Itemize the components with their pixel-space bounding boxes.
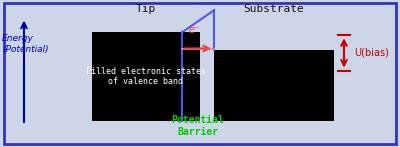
Text: Energy
(Potential): Energy (Potential) [2,34,49,54]
Bar [92,32,200,121]
Text: U(bias): U(bias) [354,48,389,58]
Text: Potential
Barrier: Potential Barrier [172,115,224,137]
Text: Filled electronic states
of valence band: Filled electronic states of valence band [86,67,206,86]
Bar [214,50,334,121]
Text: e⁻: e⁻ [188,25,200,35]
Text: Substrate: Substrate [244,4,304,14]
Text: Tip: Tip [136,4,156,14]
